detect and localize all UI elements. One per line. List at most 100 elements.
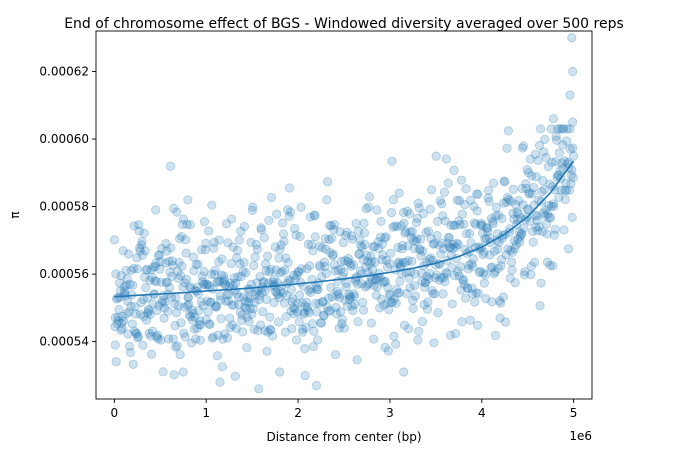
scatter-point <box>503 126 513 136</box>
scatter-point <box>455 219 465 230</box>
scatter-point <box>438 244 449 254</box>
scatter-point <box>221 296 231 306</box>
scatter-point <box>514 195 524 206</box>
scatter-point <box>452 238 462 248</box>
scatter-point <box>468 254 479 264</box>
scatter-point <box>160 297 170 307</box>
scatter-point <box>126 301 136 311</box>
scatter-point <box>134 226 144 236</box>
scatter-point <box>226 278 236 288</box>
scatter-point <box>270 242 280 252</box>
scatter-point <box>217 362 227 372</box>
scatter-point <box>532 215 542 225</box>
scatter-point <box>292 299 302 309</box>
scatter-point <box>261 266 271 276</box>
scatter-point <box>480 270 490 280</box>
scatter-point <box>283 205 293 215</box>
scatter-point <box>181 235 191 245</box>
scatter-point <box>311 380 322 391</box>
scatter-point <box>344 294 354 305</box>
scatter-point <box>269 298 279 308</box>
scatter-point <box>297 298 307 308</box>
scatter-point <box>233 272 243 282</box>
scatter-point <box>250 252 260 262</box>
scatter-point <box>180 278 190 288</box>
scatter-point <box>228 242 238 252</box>
scatter-point <box>452 195 462 205</box>
scatter-point <box>457 209 467 219</box>
scatter-point <box>546 201 557 211</box>
scatter-point <box>382 298 392 309</box>
scatter-point <box>237 315 247 325</box>
scatter-point <box>505 273 515 283</box>
scatter-point <box>114 278 125 288</box>
scatter-point <box>196 297 206 307</box>
scatter-point <box>354 249 364 259</box>
scatter-point <box>540 134 550 145</box>
scatter-point <box>132 253 142 263</box>
scatter-point <box>438 211 448 221</box>
scatter-point <box>450 328 461 339</box>
scatter-point <box>128 280 138 290</box>
scatter-point <box>326 282 336 293</box>
scatter-point <box>187 338 197 348</box>
scatter-point <box>444 242 455 252</box>
scatter-point <box>415 234 426 244</box>
scatter-point <box>135 246 145 256</box>
scatter-point <box>306 240 317 250</box>
chart-title: End of chromosome effect of BGS - Window… <box>64 16 624 32</box>
scatter-point <box>264 215 274 225</box>
scatter-point <box>249 260 259 271</box>
scatter-point <box>557 140 568 150</box>
scatter-point <box>506 196 516 206</box>
scatter-point <box>372 205 382 215</box>
scatter-point <box>219 275 229 285</box>
scatter-point <box>157 298 167 308</box>
scatter-point <box>289 270 299 280</box>
scatter-point <box>334 289 344 299</box>
scatter-point <box>359 228 370 238</box>
scatter-point <box>323 293 334 303</box>
scatter-point <box>495 298 506 308</box>
scatter-point <box>315 262 325 272</box>
scatter-point <box>303 305 313 316</box>
scatter-point <box>356 241 366 251</box>
scatter-point <box>161 278 171 288</box>
scatter-point <box>252 244 262 254</box>
scatter-point <box>151 205 161 215</box>
scatter-point <box>143 304 153 314</box>
scatter-point <box>217 254 227 264</box>
scatter-point <box>171 308 182 318</box>
scatter-point <box>358 297 368 307</box>
scatter-point <box>168 334 178 344</box>
scatter-point <box>383 346 393 356</box>
scatter-point <box>209 243 219 253</box>
scatter-point <box>221 219 232 229</box>
scatter-point <box>311 282 321 292</box>
scatter-point <box>375 303 385 313</box>
scatter-point <box>523 168 534 178</box>
scatter-point <box>132 264 142 274</box>
scatter-point <box>319 257 330 267</box>
scatter-point <box>160 258 170 268</box>
scatter-point <box>425 204 435 214</box>
scatter-point <box>302 264 312 274</box>
scatter-point <box>215 295 226 305</box>
scatter-point <box>170 342 181 352</box>
scatter-point <box>151 258 161 268</box>
scatter-point <box>386 248 396 258</box>
scatter-point <box>206 269 216 279</box>
scatter-point <box>243 292 253 303</box>
scatter-point <box>513 209 524 219</box>
scatter-point <box>340 256 350 266</box>
scatter-point <box>424 274 434 284</box>
scatter-point <box>312 335 323 345</box>
scatter-point <box>353 226 364 236</box>
scatter-point <box>247 309 257 319</box>
scatter-point <box>157 243 167 254</box>
scatter-point <box>278 229 289 239</box>
scatter-point <box>178 214 188 224</box>
scatter-point <box>155 257 165 267</box>
scatter-point <box>185 282 195 292</box>
scatter-point <box>565 144 576 154</box>
